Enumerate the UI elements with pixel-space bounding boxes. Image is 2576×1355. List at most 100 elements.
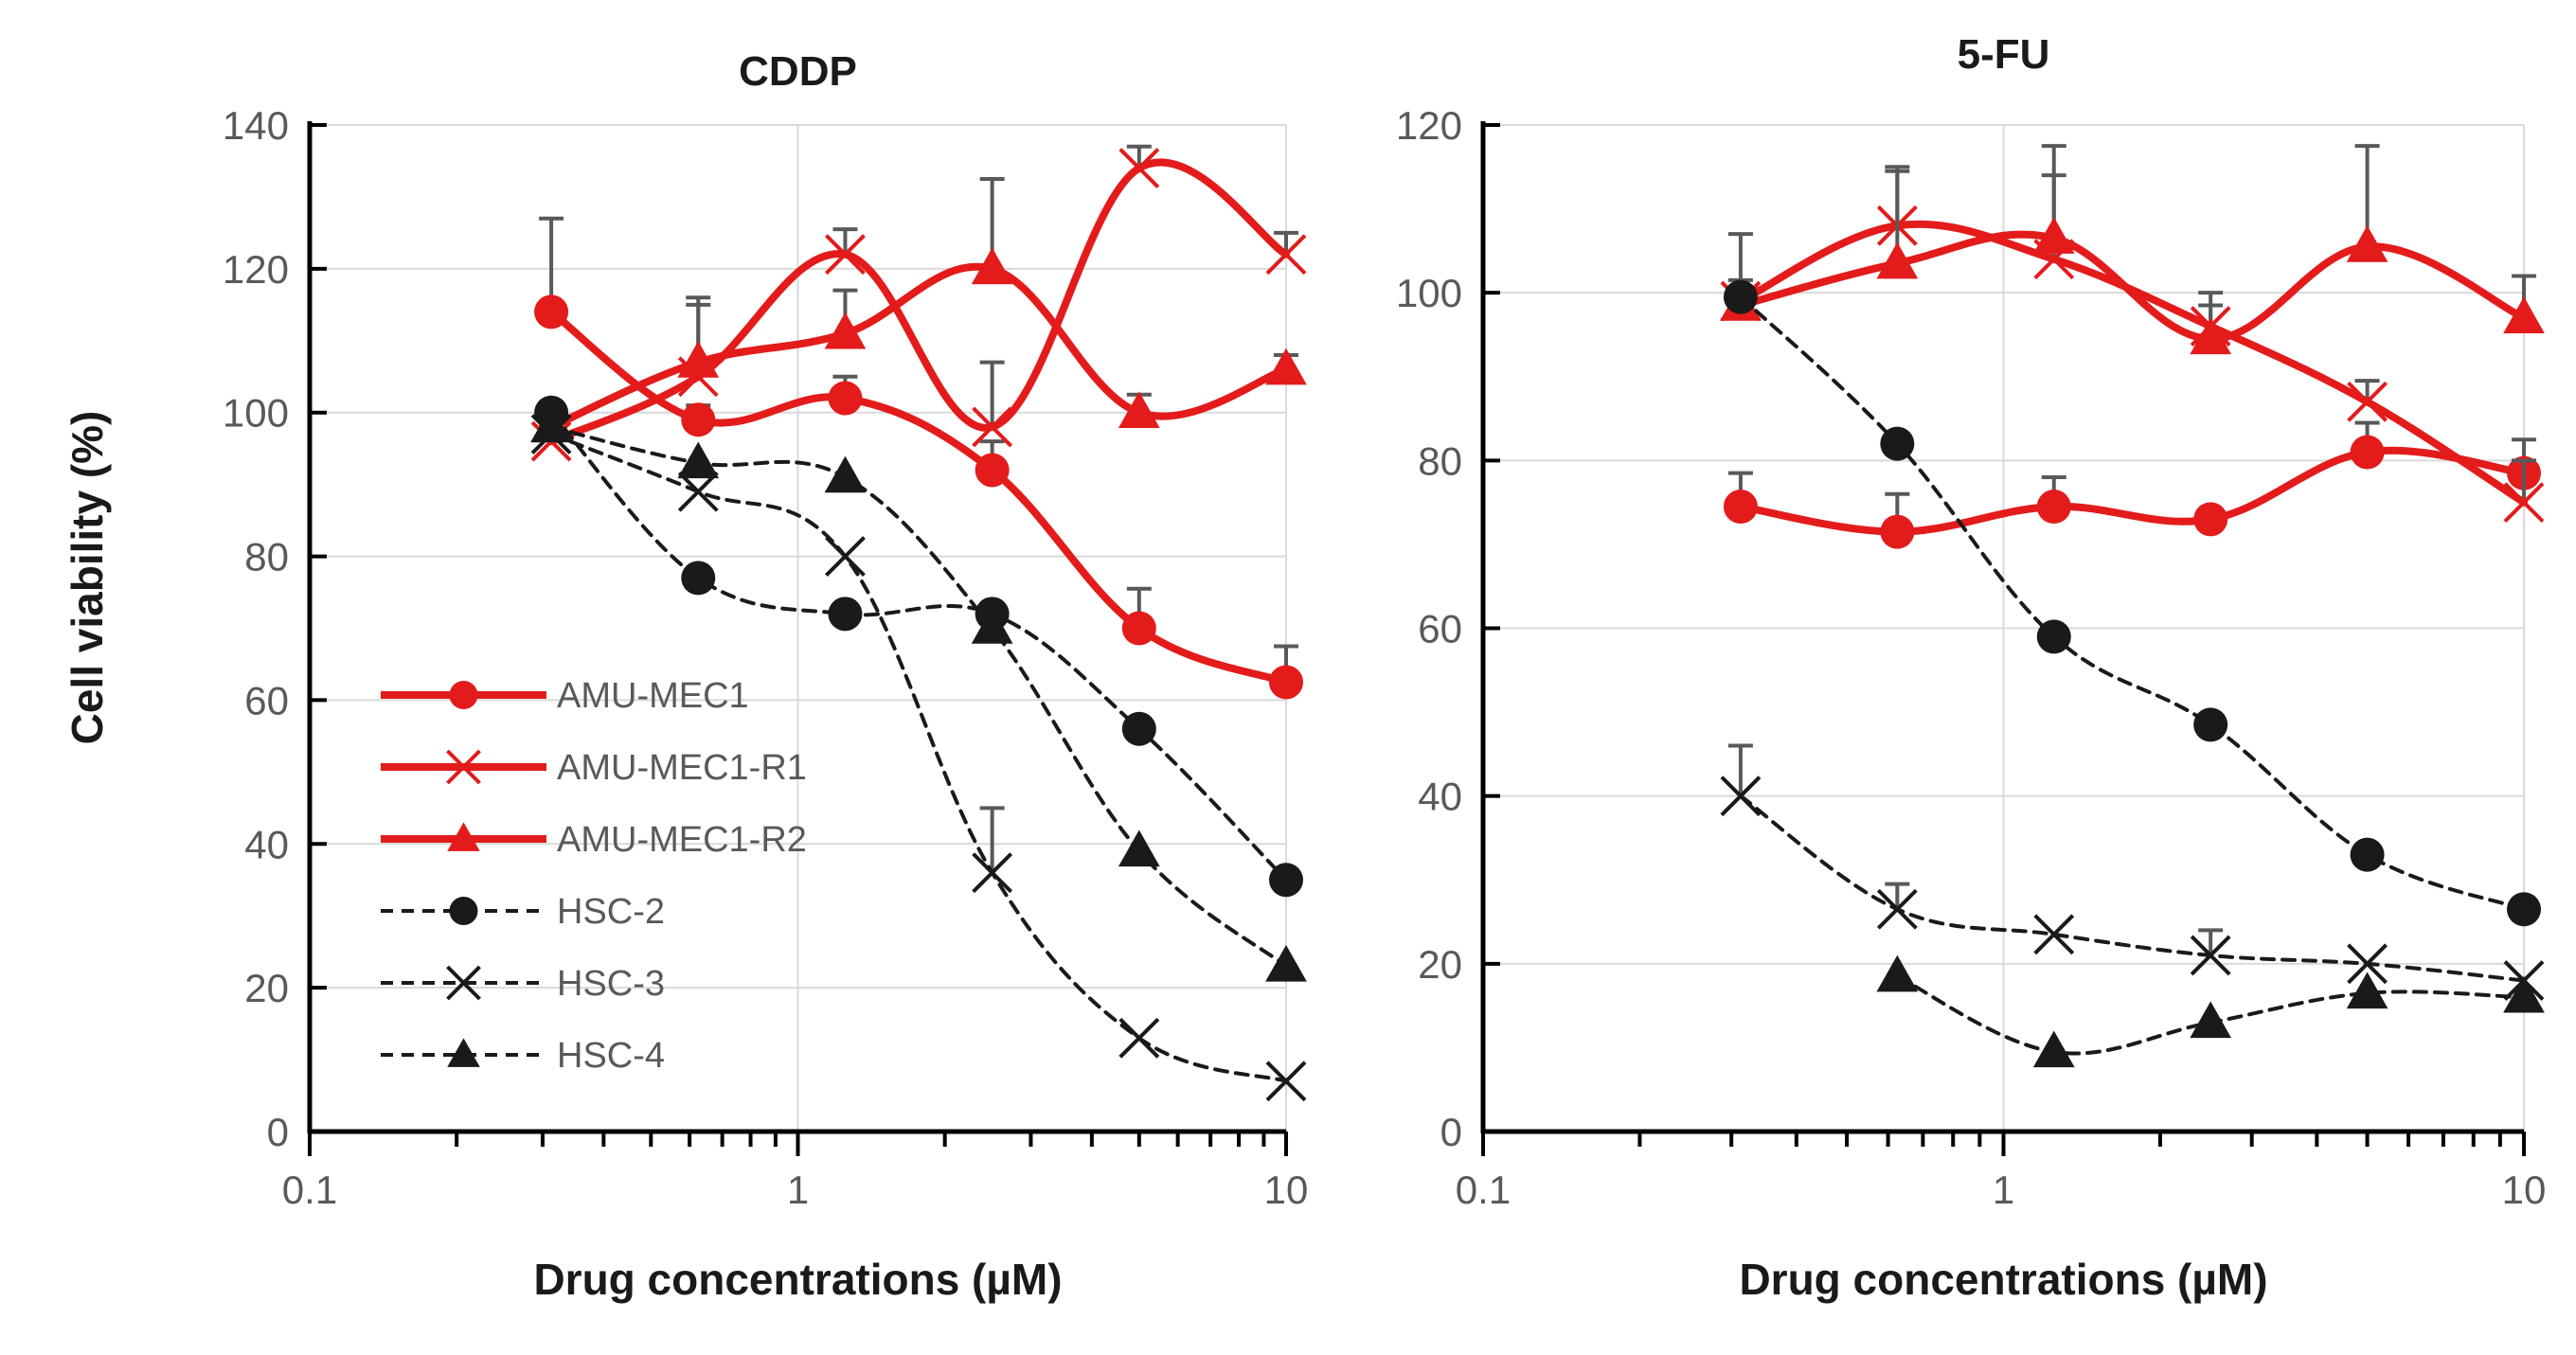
cddp-series-amu-mec1-r1-x-marker [1118, 148, 1160, 188]
y-axis-label: Cell viability (%) [63, 411, 112, 745]
cddp-y-tick-label: 60 [244, 678, 289, 722]
5-fu-series-amu-mec1-r2-triangle-marker [2503, 296, 2545, 333]
cddp-chart-title: CDDP [739, 48, 857, 95]
cddp-series-hsc-4-triangle-marker [530, 405, 572, 443]
legend-item-amu-mec1-r1-label: AMU-MEC1-R1 [557, 748, 807, 788]
cddp-series-amu-mec1-r2-triangle-marker [677, 341, 720, 378]
5-fu-series-hsc-3-x-marker [2347, 943, 2388, 985]
5-fu-series-amu-mec1 [1723, 420, 2541, 549]
5-fu-series-amu-mec1-r2-line [1736, 230, 2528, 343]
5-fu-series-amu-mec1-circle-marker [2036, 490, 2071, 525]
5-fu-x-tick-label: 10 [2502, 1168, 2547, 1212]
cddp-series-amu-mec1 [534, 216, 1303, 700]
5-fu-series-hsc-4-triangle-marker [2503, 975, 2545, 1013]
legend-item-amu-mec1-r1-x-marker [446, 749, 481, 785]
5-fu-series-hsc-3-error-bar [1727, 743, 1753, 796]
cddp-y-tick-label: 100 [223, 391, 289, 436]
cddp-series-hsc-4-triangle-marker [677, 441, 720, 479]
5-fu-y-tick-label: 40 [1418, 775, 1462, 819]
cddp-series-amu-mec1-circle-marker [1269, 665, 1303, 700]
5-fu-series-hsc-4-triangle-marker [2190, 1001, 2232, 1039]
cddp-series-amu-mec1-line [547, 308, 1290, 686]
cddp-series-hsc-3-x-marker [1265, 1061, 1307, 1102]
legend-item-hsc-3: HSC-3 [381, 964, 665, 1004]
5-fu-series-amu-mec1-r2-triangle-marker [2346, 225, 2388, 262]
5-fu-x-tick-label: 1 [1993, 1168, 2014, 1212]
cddp-series-amu-mec1-circle-marker [975, 453, 1010, 488]
cddp-series-hsc-3 [530, 414, 1307, 1102]
cddp-series-amu-mec1-r1-line [547, 158, 1290, 446]
cddp-series-hsc-3-x-marker [677, 471, 719, 512]
cddp-series-amu-mec1-circle-marker [828, 381, 863, 416]
5-fu-series-hsc-2-line [1738, 294, 2526, 912]
5-fu-y-tick-label: 20 [1418, 942, 1462, 987]
5-fu-y-tick-label: 80 [1418, 438, 1462, 483]
cddp-series-amu-mec1-r2-triangle-marker [971, 247, 1013, 285]
cddp-series-hsc-3-error-bar [979, 806, 1005, 873]
cddp-x-tick-label: 10 [1264, 1168, 1309, 1212]
cddp-series-hsc-2-line [549, 410, 1288, 883]
legend-item-hsc-2-label: HSC-2 [557, 892, 665, 932]
cddp-y-tick-label: 140 [223, 103, 289, 148]
cddp-y-tick-label: 80 [244, 535, 289, 579]
5-fu-series-amu-mec1-r2-triangle-marker [2190, 317, 2232, 355]
cddp-y-tick-label: 0 [267, 1110, 289, 1154]
cddp-series-amu-mec1-r2-triangle-marker [1118, 391, 1160, 428]
legend-item-hsc-4-triangle-marker [447, 1038, 480, 1067]
cddp-series-amu-mec1-r1-error-bar [832, 227, 858, 255]
5-fu-series-amu-mec1-r1-x-marker [2503, 482, 2545, 524]
5-fu-series-hsc-4-triangle-marker [2346, 972, 2388, 1009]
5-fu-x-tick-label: 0.1 [1456, 1168, 1511, 1212]
5-fu-series-hsc-3-error-bar [1885, 882, 1910, 910]
legend-item-hsc-4-label: HSC-4 [557, 1036, 665, 1076]
5-fu-series-hsc-4 [1876, 954, 2545, 1068]
panel-cddp: 0 20 40 60 80 100 120 140 0.1 1 10 CDDP Drug concent… [223, 48, 1308, 1304]
legend-item-hsc-3-x-marker [446, 965, 481, 1001]
5-fu-series-hsc-2-circle-marker [2036, 619, 2071, 654]
cddp-y-tick-label: 20 [244, 966, 289, 1010]
5-fu-y-tick-label: 100 [1396, 271, 1462, 315]
legend-item-amu-mec1-circle-marker [449, 681, 478, 709]
cddp-series-amu-mec1-r2-line [547, 262, 1290, 431]
5-fu-y-tick-label: 120 [1396, 103, 1462, 148]
5-fu-series-hsc-2 [1723, 279, 2541, 927]
5-fu-series-hsc-3-x-marker [2033, 914, 2075, 955]
cddp-series-amu-mec1-circle-marker [681, 402, 716, 437]
legend-item-amu-mec1-r1: AMU-MEC1-R1 [381, 748, 807, 788]
5-fu-chart-title: 5-FU [1958, 31, 2050, 78]
cddp-series-amu-mec1-r1-x-marker [825, 234, 866, 276]
5-fu-series-amu-mec1-r2 [1720, 144, 2545, 355]
cddp-y-tick-label: 120 [223, 247, 289, 292]
cddp-series-hsc-2-circle-marker [681, 561, 716, 596]
5-fu-series-amu-mec1-r1 [1720, 165, 2545, 524]
cddp-series-hsc-4-triangle-marker [824, 455, 867, 493]
5-fu-series-amu-mec1-r1-error-bar [2512, 458, 2536, 503]
5-fu-y-tick-label: 60 [1418, 607, 1462, 651]
5-fu-series-hsc-4-triangle-marker [2032, 1030, 2075, 1068]
5-fu-series-amu-mec1-r1-line [1736, 220, 2528, 507]
cddp-x-tick-label: 1 [787, 1168, 809, 1212]
5-fu-series-amu-mec1-r2-triangle-marker [1876, 241, 1919, 279]
5-fu-series-amu-mec1-circle-marker [1723, 490, 1758, 525]
cddp-series-hsc-4-triangle-marker [971, 607, 1013, 644]
cddp-x-tick-label: 0.1 [282, 1168, 337, 1212]
5-fu-series-hsc-3-x-marker [2190, 935, 2231, 976]
cddp-y-tick-label: 40 [244, 822, 289, 866]
cddp-series-amu-mec1-circle-marker [1121, 611, 1156, 646]
5-fu-series-hsc-2-circle-marker [1723, 279, 1758, 314]
panel-5fu: 0 20 40 60 80 100 120 0.1 1 10 5-FU Drug concentrat… [1396, 31, 2546, 1304]
5-fu-series-amu-mec1-line [1736, 446, 2528, 536]
cddp-series-amu-mec1-r1-x-marker [1265, 234, 1307, 276]
cddp-series-amu-mec1-r2-triangle-marker [1265, 348, 1307, 385]
5-fu-series-amu-mec1-circle-marker [1880, 514, 1915, 549]
cddp-x-axis-label: Drug concentrations (µM) [533, 1255, 1062, 1304]
5-fu-series-hsc-2-circle-marker [2507, 892, 2541, 927]
5-fu-series-hsc-3-x-marker [1720, 776, 1762, 817]
5-fu-x-axis-label: Drug concentrations (µM) [1739, 1255, 2267, 1304]
legend-item-hsc-3-label: HSC-3 [557, 964, 665, 1004]
cddp-series-hsc-3-x-marker [972, 852, 1013, 894]
5-fu-series-hsc-3 [1720, 743, 2545, 1001]
5-fu-series-hsc-4-triangle-marker [1876, 954, 1919, 992]
cddp-series-amu-mec1-r2 [530, 176, 1307, 443]
5-fu-series-hsc-2-circle-marker [2350, 837, 2385, 872]
